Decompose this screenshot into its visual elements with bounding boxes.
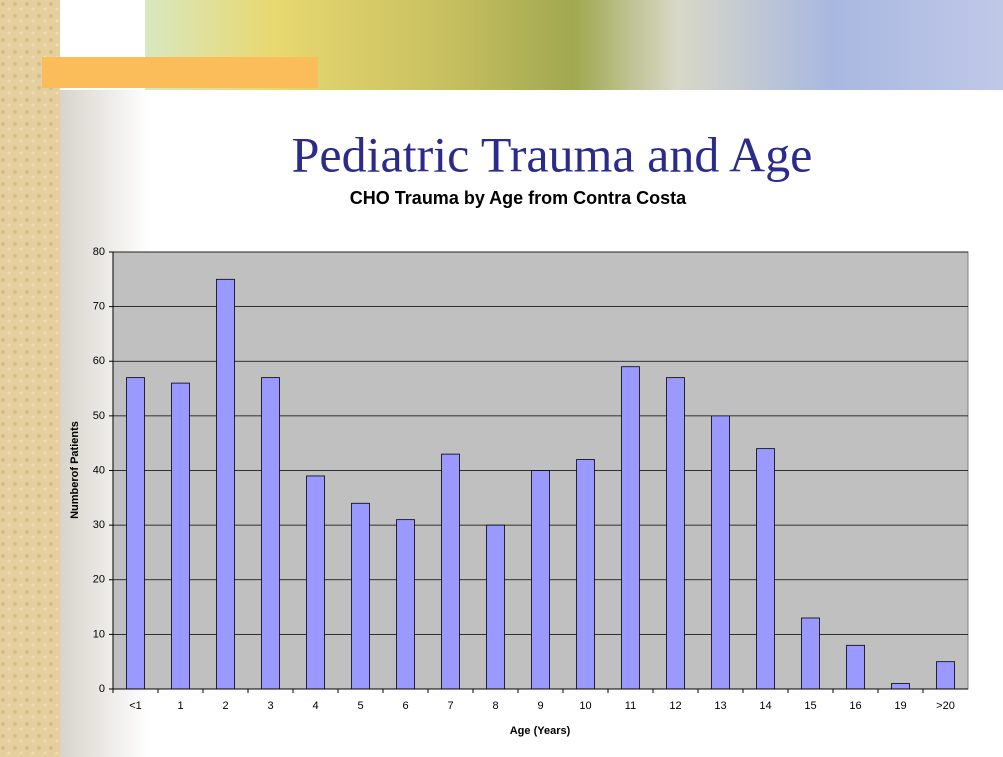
bar [352,503,370,689]
y-tick-label: 10 [93,628,105,640]
page: {"slide": {"title": "Pediatric Trauma an… [0,0,1003,757]
x-tick-label: 4 [312,700,318,712]
bar [397,520,415,689]
x-tick-label: 8 [492,700,498,712]
x-tick-label: >20 [936,700,955,712]
x-tick-label: 6 [402,700,408,712]
bar [487,525,505,689]
y-tick-label: 40 [93,464,105,476]
bar [667,378,685,689]
x-tick-label: 12 [669,700,681,712]
x-tick-label: 11 [625,700,636,712]
chart-title: CHO Trauma by Age from Contra Costa [350,188,687,208]
x-tick-label: 2 [222,700,228,712]
x-tick-label: 10 [579,700,591,712]
bar [892,684,910,689]
x-tick-label: 3 [267,700,273,712]
accent-bar [42,57,318,88]
x-tick-label: 15 [804,700,816,712]
x-tick-label: 5 [357,700,363,712]
x-tick-label: 16 [849,700,861,712]
bar [307,476,325,689]
x-tick-label: 1 [177,700,183,712]
y-tick-label: 0 [99,683,105,695]
y-axis-label: Numberof Patients [69,421,81,519]
bar [757,449,775,689]
bar [577,460,595,689]
y-tick-label: 80 [93,246,105,258]
slide-title: Pediatric Trauma and Age [292,126,813,182]
y-tick-label: 30 [93,519,105,531]
bar [127,378,145,689]
x-tick-label: 7 [447,700,453,712]
bar [847,645,865,689]
x-tick-label: 9 [537,700,543,712]
bar [622,367,640,689]
bar [712,416,730,689]
x-tick-label: 14 [759,700,771,712]
slide: Pediatric Trauma and Age CHO Trauma by A… [0,0,1003,757]
y-tick-label: 70 [93,301,105,313]
bar [442,454,460,689]
bar [172,383,190,689]
x-tick-label: 19 [894,700,906,712]
bar [802,618,820,689]
x-tick-label: 13 [714,700,726,712]
y-tick-label: 20 [93,574,105,586]
bar [937,662,955,689]
bar [262,378,280,689]
y-tick-label: 60 [93,355,105,367]
y-tick-label: 50 [93,410,105,422]
texture-strip [0,0,60,757]
bar [532,471,550,690]
x-axis-label: Age (Years) [510,725,571,737]
x-tick-label: <1 [129,700,142,712]
bar [217,279,235,689]
